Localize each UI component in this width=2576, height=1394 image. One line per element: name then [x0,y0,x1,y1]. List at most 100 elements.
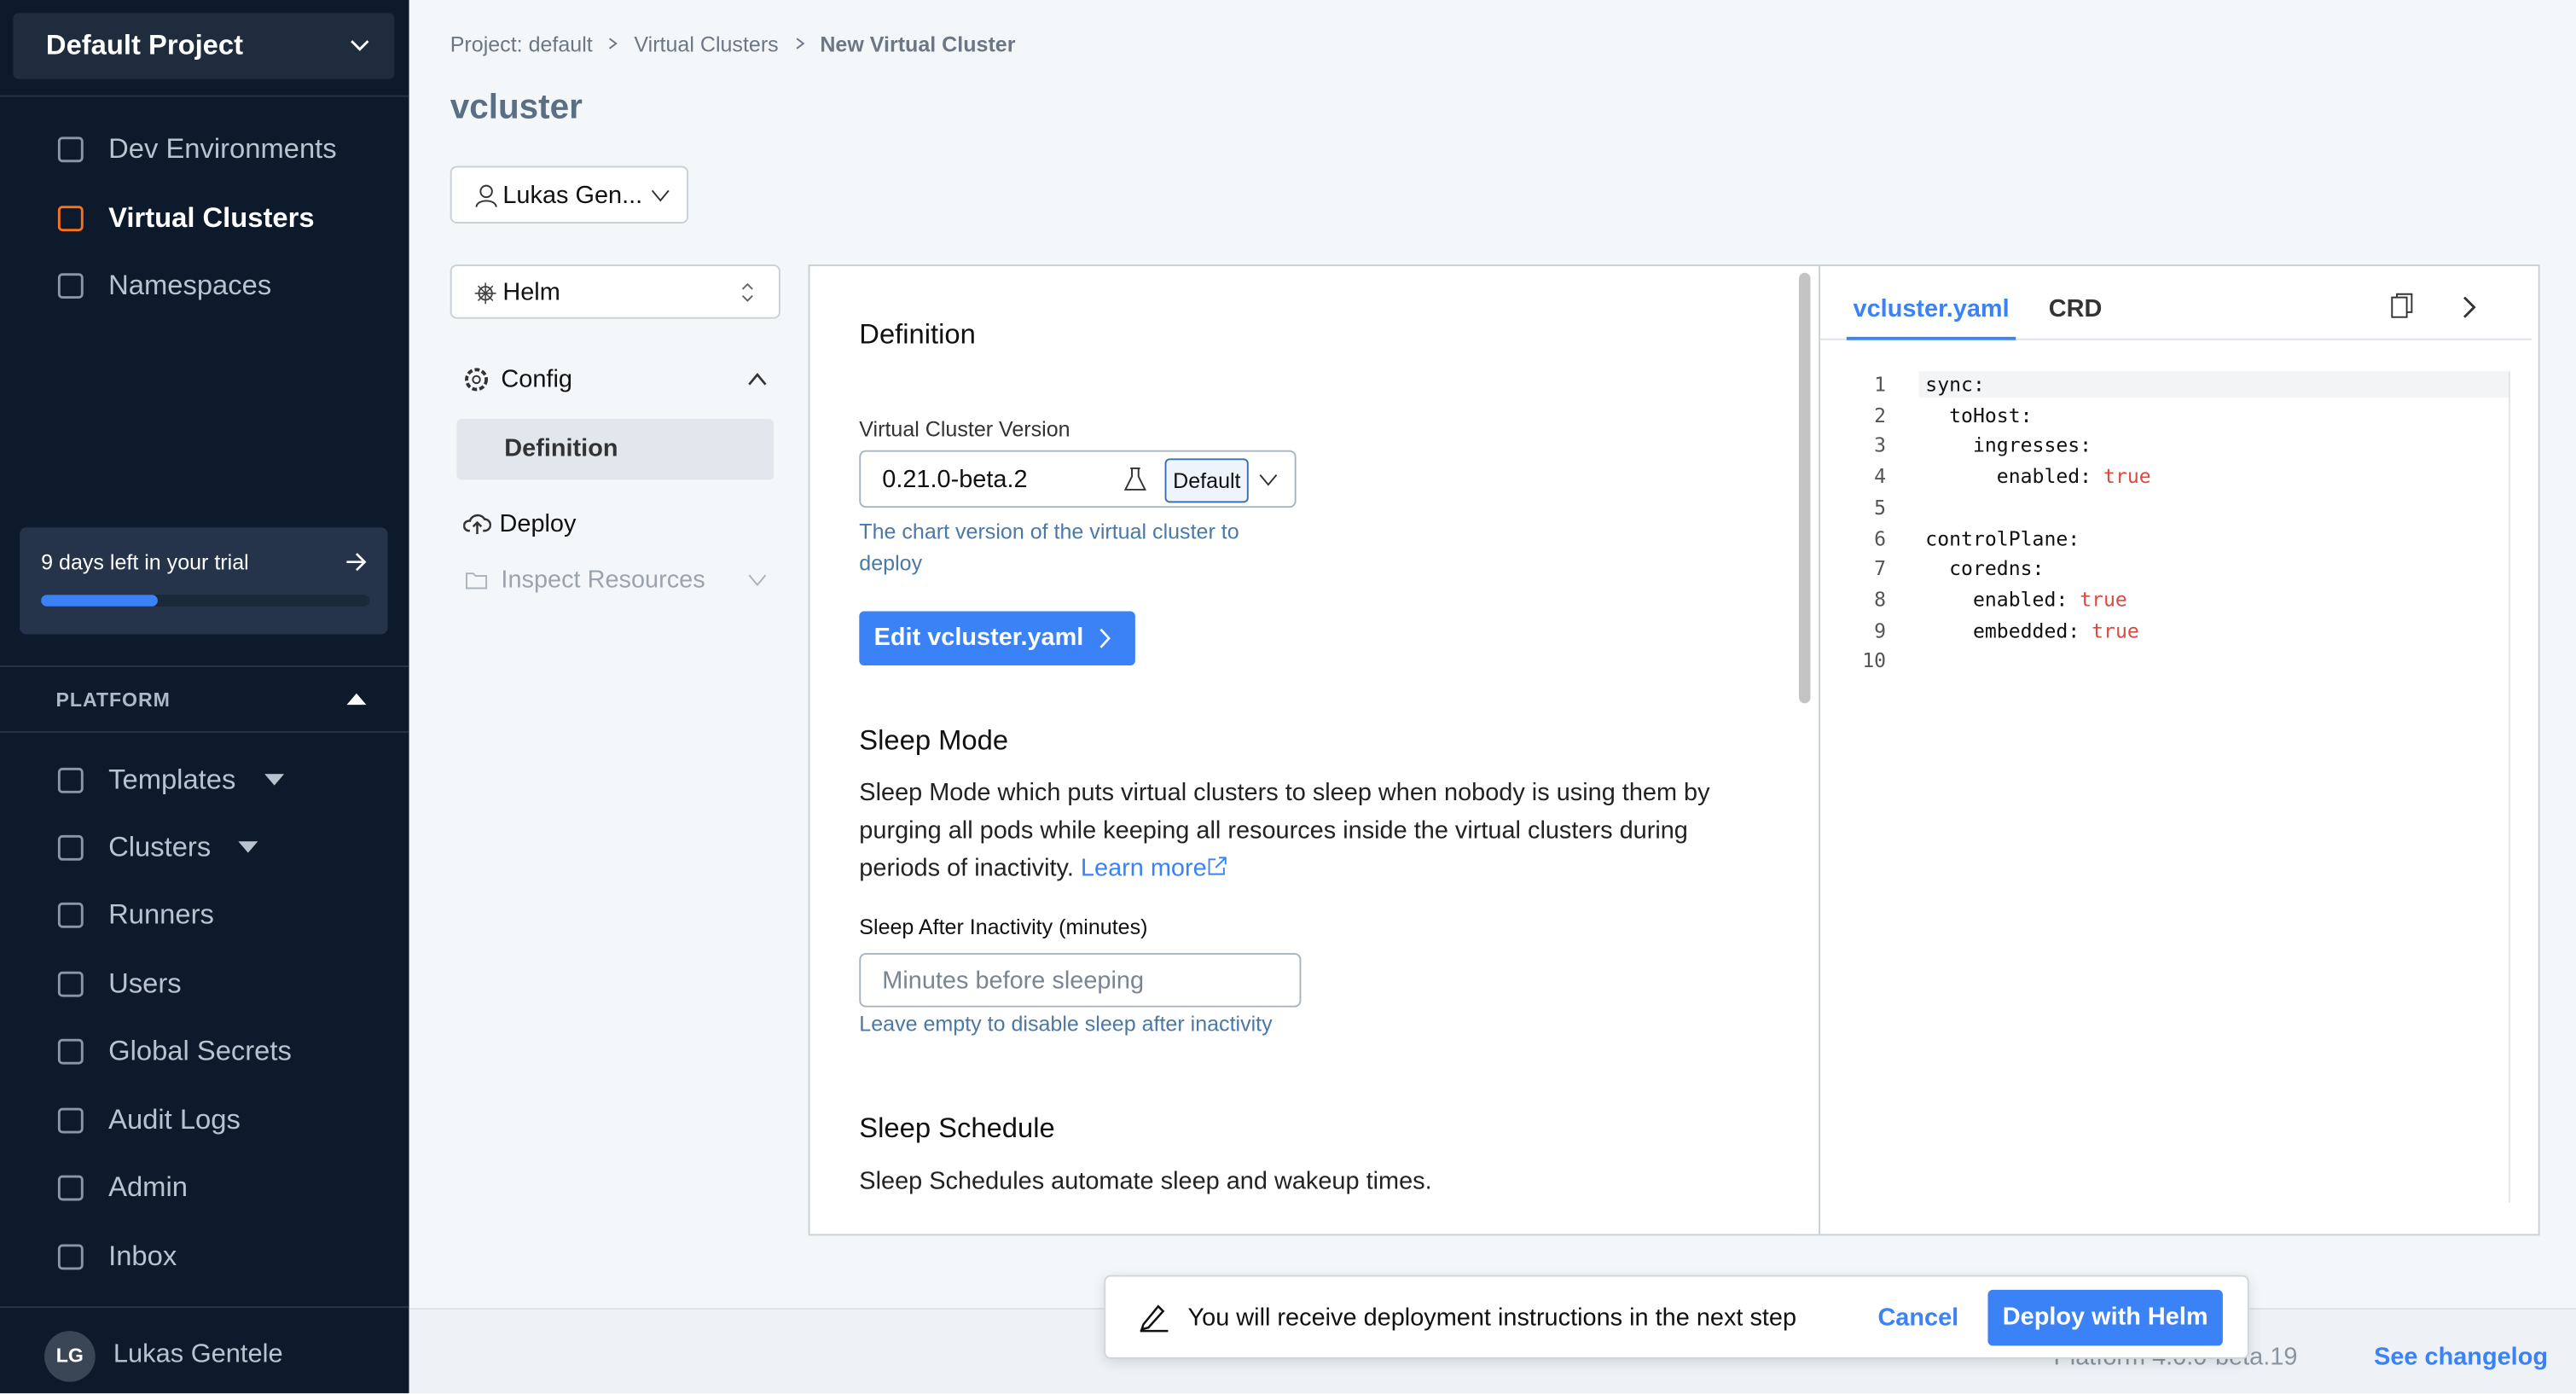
chevron [351,40,369,51]
nav-item[interactable]: Runners [108,898,214,931]
tab-active[interactable]: vcluster.yaml [1853,294,2010,323]
line-number: 7 [1874,557,1887,581]
line-number: 8 [1874,588,1887,612]
step-definition: Definition [504,434,618,463]
page-title: vcluster [450,89,583,127]
step-inspect: Inspect Resources [501,566,705,595]
nav-icon [57,206,84,232]
progress-track [41,595,370,607]
nav-icon [57,1244,84,1270]
nav-icon [57,273,84,299]
yaml-key: controlPlane: [1925,526,2080,550]
learn-more[interactable]: Learn more [1080,854,1207,883]
tab[interactable]: CRD [2048,294,2103,323]
field-label: Sleep After Inactivity (minutes) [859,914,1148,939]
collapse-icon[interactable] [346,692,367,706]
folder-icon [466,572,488,590]
chevron-up[interactable] [747,373,767,386]
placeholder: Minutes before sleeping [882,967,1145,996]
sidebar: Default Project Dev Environments Virtual … [0,0,409,1394]
version-tag: Default [1164,458,1250,503]
version: 0.21.0-beta.2 [882,466,1028,494]
copy-icon[interactable] [2390,293,2413,321]
owner-name: Lukas Gen... [502,181,643,210]
yaml-key: sync: [1925,373,1985,397]
nav-item[interactable]: Templates [108,764,236,796]
field-help: Leave empty to disable sleep after inact… [859,1011,1273,1037]
line-number: 10 [1862,649,1887,673]
owner-select[interactable]: Lukas Gen... [450,166,689,224]
nav-icon [57,971,84,997]
nav-item[interactable]: Virtual Clusters [108,201,315,234]
nav-icon [57,767,84,793]
ruler [2509,371,2510,1203]
active-line [1918,371,2509,398]
edit-button[interactable]: Edit vcluster.yaml [859,611,1135,666]
step-active[interactable]: Definition [456,419,775,480]
field-label: Virtual Cluster Version [859,416,1070,442]
nav-item[interactable]: Users [108,967,182,1000]
tab-indicator [1846,336,2016,340]
code-line: coredns: [1925,557,2044,580]
scroll-thumb[interactable] [1798,272,1811,704]
nav-item[interactable]: Dev Environments [108,133,337,165]
version-select[interactable]: 0.21.0-beta.2 Default [859,450,1297,508]
chevron [748,574,767,587]
text: Sleep Mode which puts virtual clusters t… [859,778,1710,883]
yaml-key: toHost: [1925,404,2033,427]
deploy-button[interactable]: Deploy with Helm [1987,1289,2223,1346]
section-label: PLATFORM [55,688,171,712]
line-number: 6 [1874,526,1887,550]
project-selector[interactable]: Default Project [13,13,395,79]
code-line: enabled: true [1925,588,2127,611]
arrow [346,553,367,572]
code-line: sync: [1925,373,1985,396]
nav-item[interactable]: Clusters [108,831,212,863]
beaker-icon [1123,467,1146,491]
nav-icon [57,834,84,861]
main-panel: Definition Virtual Cluster Version 0.21.… [808,264,2540,1236]
divider [0,731,409,734]
sleep-input[interactable]: Minutes before sleeping [859,953,1302,1008]
yaml-value: true [2080,588,2127,612]
yaml-key: embedded: [1925,619,2092,642]
code-line: toHost: [1925,404,2032,427]
chevron [651,189,670,202]
nav-item[interactable]: Admin [108,1171,188,1203]
helm-icon [474,282,496,305]
line-number: 9 [1874,619,1887,642]
step-deploy[interactable]: Deploy [499,510,577,538]
gear-icon [465,368,489,392]
cancel-button[interactable]: Cancel [1877,1304,1959,1333]
yaml-key: enabled: [1925,588,2080,612]
crumb[interactable]: Project: default [450,32,593,57]
user-name: Lukas Gentele [113,1340,283,1369]
dropdown-icon[interactable] [238,841,258,854]
line-number: 2 [1874,404,1887,427]
step-config[interactable]: Config [501,365,572,394]
avatar[interactable]: LG [44,1331,96,1382]
line-number: 1 [1874,373,1887,397]
code-line: embedded: true [1925,619,2139,642]
notice: You will receive deployment instructions… [1187,1304,1797,1333]
nav-item[interactable]: Audit Logs [108,1104,241,1136]
yaml-key: enabled: [1925,465,2104,489]
dropdown-icon[interactable] [264,774,285,787]
code-line: controlPlane: [1925,526,2080,549]
line-number: 4 [1874,465,1887,489]
crumb[interactable]: Virtual Clusters [634,32,779,57]
nav-item[interactable]: Inbox [108,1240,177,1272]
changelog-link[interactable]: See changelog [2374,1343,2549,1372]
tab-line [1820,338,2532,340]
nav-icon [57,902,84,928]
template-select[interactable]: Helm [450,264,780,319]
divider [0,1306,409,1309]
nav-item[interactable]: Global Secrets [108,1035,292,1066]
nav-icon [57,136,84,163]
nav-item[interactable]: Namespaces [108,269,272,301]
expand-icon[interactable] [2461,296,2477,319]
nav-icon [57,1038,84,1065]
user-icon [475,184,497,207]
trial-box[interactable]: 9 days left in your trial [20,527,388,635]
